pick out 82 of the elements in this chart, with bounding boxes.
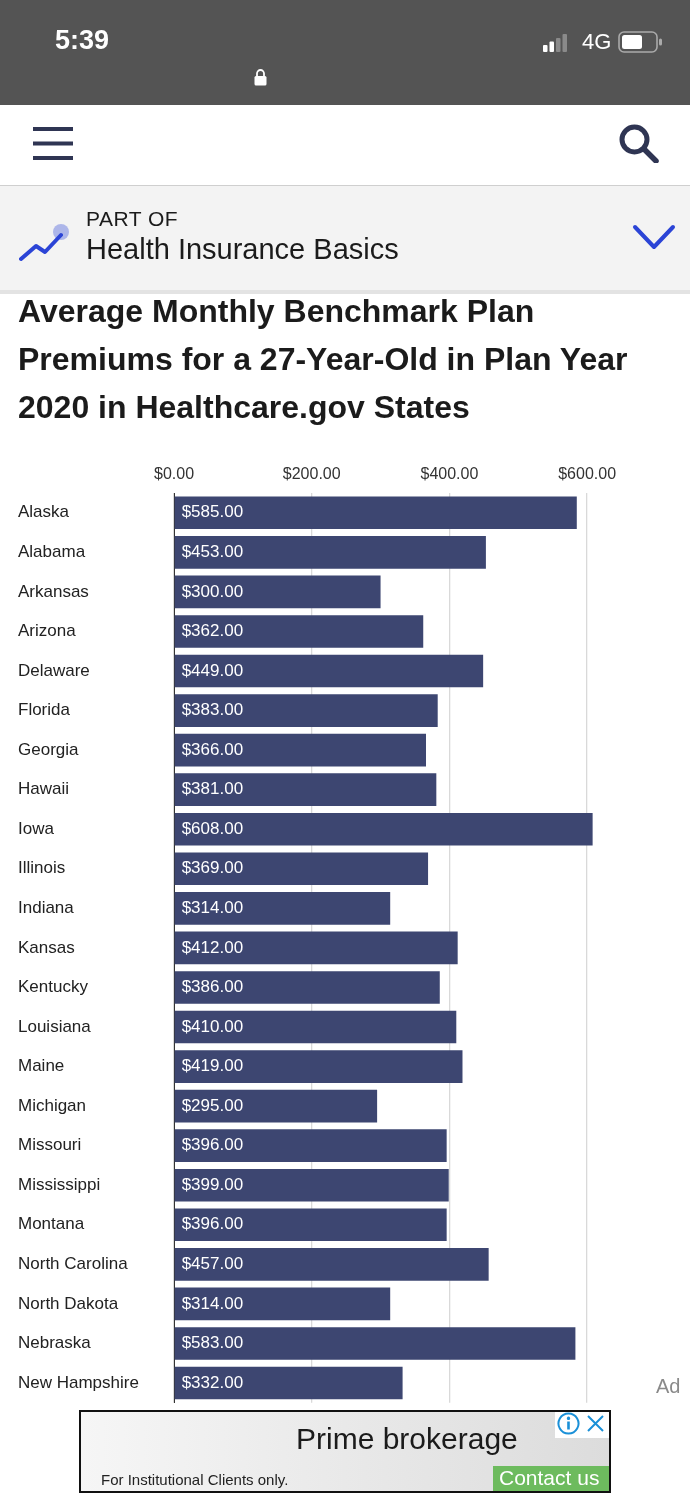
data-label: $396.00 (181, 1135, 244, 1155)
data-label: $381.00 (181, 779, 244, 799)
bar (174, 694, 438, 727)
bar (174, 812, 593, 846)
data-label: $410.00 (181, 1016, 244, 1036)
data-label: $412.00 (181, 937, 244, 957)
bar (174, 852, 429, 886)
x-tick-label: $0.00 (153, 464, 195, 482)
bar (174, 615, 424, 648)
text: Health Insurance Basics (86, 233, 399, 267)
data-label: $449.00 (181, 660, 244, 680)
bar (174, 931, 458, 965)
x-tick-label: $200.00 (282, 464, 341, 482)
bar (174, 1168, 449, 1202)
data-label: $369.00 (181, 858, 244, 878)
bar (174, 654, 484, 688)
y-tick-label: North Dakota (18, 1293, 119, 1313)
data-label: $457.00 (181, 1254, 244, 1274)
y-tick-label: Arizona (18, 621, 77, 641)
data-label: $419.00 (181, 1056, 244, 1076)
bar (174, 1010, 457, 1044)
bar (174, 1327, 576, 1360)
text: For Institutional Clients only. (101, 1471, 289, 1489)
y-tick-label: Nebraska (18, 1333, 92, 1353)
y-tick-label: Kansas (18, 937, 75, 957)
text: Contact us (499, 1466, 600, 1491)
data-label: $399.00 (181, 1174, 244, 1194)
y-tick-label: Montana (18, 1214, 85, 1234)
chart-title: Average Monthly Benchmark Plan Premiums for a 27-Year-Old in Plan Year 2020 in Healthcare.gov States (18, 292, 629, 427)
data-label: $314.00 (181, 1293, 244, 1313)
data-label: $366.00 (181, 739, 244, 759)
y-tick-label: Louisiana (18, 1016, 92, 1036)
bar (174, 1287, 391, 1321)
y-tick-label: Illinois (18, 858, 66, 878)
y-tick-label: Michigan (18, 1095, 87, 1115)
y-tick-label: Maine (18, 1056, 65, 1076)
text: Prime brokerage (296, 1422, 518, 1457)
text: Ad (656, 1375, 681, 1398)
data-label: $585.00 (181, 502, 244, 522)
data-label: $332.00 (181, 1372, 244, 1392)
bar (174, 1050, 463, 1083)
bar (174, 892, 391, 925)
data-label: $453.00 (181, 542, 244, 562)
y-tick-label: Mississippi (18, 1174, 101, 1194)
bar (174, 1208, 447, 1242)
y-tick-label: Kentucky (18, 977, 89, 997)
y-tick-label: Indiana (18, 898, 75, 918)
bar (174, 1248, 489, 1281)
bar (174, 1089, 378, 1123)
y-tick-label: Delaware (18, 660, 90, 680)
data-label: $583.00 (181, 1333, 244, 1353)
y-tick-label: Arkansas (18, 581, 89, 601)
x-tick-label: $400.00 (420, 464, 479, 482)
bar (174, 536, 486, 569)
data-label: $386.00 (181, 977, 244, 997)
bar (174, 575, 381, 609)
data-label: $608.00 (181, 818, 244, 838)
y-tick-label: Iowa (18, 818, 55, 838)
x-tick-label: $600.00 (558, 464, 617, 482)
bar (174, 496, 577, 530)
bar (174, 773, 437, 806)
y-tick-label: Alabama (18, 542, 86, 562)
data-label: $362.00 (181, 621, 244, 641)
data-label: $300.00 (181, 581, 244, 601)
data-label: $314.00 (181, 898, 244, 918)
y-tick-label: New Hampshire (18, 1372, 139, 1392)
y-tick-label: Hawaii (18, 779, 70, 799)
text: PART OF (86, 207, 179, 232)
text: 5:39 (55, 25, 110, 57)
bar (174, 1129, 447, 1162)
data-label: $295.00 (181, 1095, 244, 1115)
bar (174, 971, 440, 1004)
y-tick-label: North Carolina (18, 1254, 129, 1274)
y-tick-label: Georgia (18, 739, 80, 759)
data-label: $383.00 (181, 700, 244, 720)
text: 4G (582, 29, 612, 55)
data-label: $396.00 (181, 1214, 244, 1234)
bar (174, 1366, 403, 1400)
y-tick-label: Missouri (18, 1135, 82, 1155)
y-tick-label: Florida (18, 700, 71, 720)
bar (174, 733, 426, 767)
y-tick-label: Alaska (18, 502, 70, 522)
